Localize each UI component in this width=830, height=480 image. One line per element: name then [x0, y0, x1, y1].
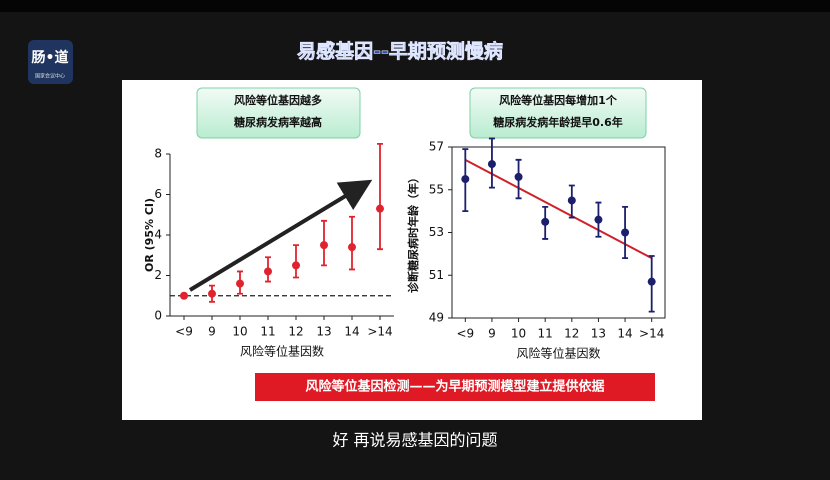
x-tick-label: 9: [208, 325, 216, 339]
error-bar: [377, 142, 383, 251]
point: [514, 172, 523, 181]
top-bar: [0, 0, 830, 12]
point: [236, 279, 244, 288]
slide-title: 易感基因--早期预测慢病: [297, 40, 503, 63]
point: [594, 215, 603, 224]
x-tick-label: >14: [639, 327, 664, 341]
logo-name: 肠•道: [32, 49, 69, 66]
y-tick-label: 0: [154, 309, 162, 323]
x-tick-label: 10: [511, 327, 526, 341]
y-axis-label: OR (95% CI): [143, 198, 156, 272]
callout-box: [469, 87, 647, 139]
point: [180, 291, 188, 300]
y-tick-label: 53: [429, 225, 444, 239]
point: [647, 277, 656, 286]
point: [567, 196, 576, 205]
y-tick-label: 51: [429, 268, 444, 282]
point: [292, 261, 300, 270]
subtitle: 好 再说易感基因的问题: [332, 431, 497, 450]
callout-text: 风险等位基因每增加1个: [499, 93, 618, 107]
x-tick-label: <9: [456, 327, 474, 341]
callout-box: [196, 87, 361, 139]
banner-box: [255, 373, 655, 401]
y-axis-label: 诊断糖尿病时年龄（年）: [406, 172, 420, 293]
x-tick-label: 9: [488, 327, 496, 341]
y-tick-label: 6: [154, 187, 162, 201]
x-tick-label: 14: [617, 327, 632, 341]
point: [348, 243, 356, 252]
point: [621, 228, 630, 237]
x-axis-label: 风险等位基因数: [516, 346, 600, 361]
x-tick-label: 14: [344, 325, 359, 339]
x-tick-label: 13: [591, 327, 606, 341]
x-tick-label: 10: [232, 325, 247, 339]
banner: 风险等位基因检测——为早期预测模型建立提供依据: [305, 379, 604, 395]
y-tick-label: 4: [154, 228, 162, 242]
error-bar: [293, 244, 299, 279]
point: [461, 175, 470, 184]
x-tick-label: >14: [367, 325, 392, 339]
y-tick-label: 49: [429, 311, 444, 325]
x-axis-label: 风险等位基因数: [240, 344, 324, 359]
x-tick-label: <9: [175, 325, 193, 339]
y-tick-label: 55: [429, 182, 444, 196]
point: [376, 204, 384, 213]
point: [541, 217, 550, 226]
callout-text: 糖尿病发病年龄提早0.6年: [493, 115, 623, 129]
x-tick-label: 11: [260, 325, 275, 339]
point: [264, 267, 272, 276]
x-tick-label: 11: [538, 327, 553, 341]
y-tick-label: 2: [154, 268, 162, 282]
trend-arrow: [188, 179, 373, 292]
x-tick-label: 13: [316, 325, 331, 339]
y-tick-label: 57: [429, 140, 444, 154]
error-bar: [349, 215, 355, 271]
point: [320, 241, 328, 250]
point: [208, 289, 216, 298]
x-tick-label: 12: [288, 325, 303, 339]
trend-line: [464, 158, 653, 260]
logo-caption: 国家会议中心: [35, 73, 65, 80]
x-tick-label: 12: [564, 327, 579, 341]
logo-box: [28, 40, 73, 84]
y-tick-label: 8: [154, 147, 162, 161]
point: [487, 160, 496, 169]
callout-text: 糖尿病发病率越高: [234, 115, 322, 129]
callout-text: 风险等位基因越多: [234, 93, 322, 107]
